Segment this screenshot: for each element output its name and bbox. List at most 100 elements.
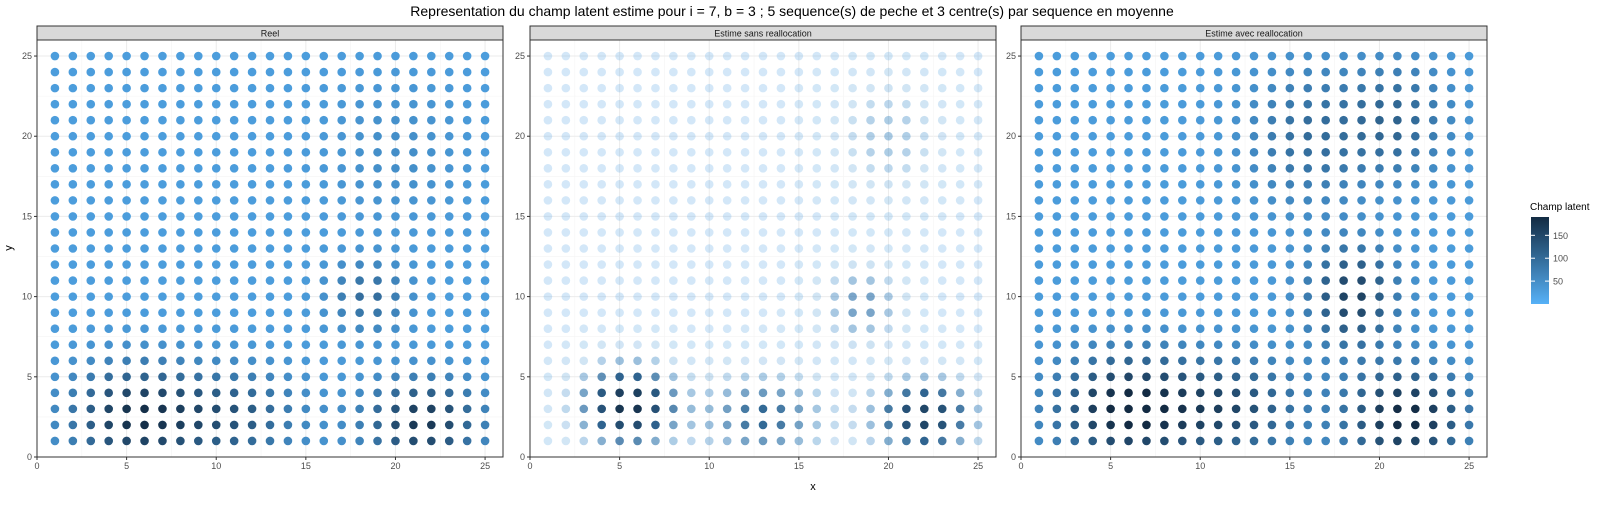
data-point bbox=[1357, 228, 1366, 237]
data-point bbox=[955, 51, 965, 61]
data-point bbox=[651, 83, 660, 93]
data-point bbox=[651, 99, 660, 109]
data-point bbox=[579, 244, 589, 253]
data-point bbox=[480, 356, 490, 366]
data-point bbox=[283, 67, 293, 77]
data-point bbox=[884, 51, 893, 61]
data-point bbox=[1393, 356, 1402, 366]
data-point bbox=[848, 436, 857, 446]
data-point bbox=[176, 115, 185, 125]
data-point bbox=[1446, 244, 1456, 253]
data-point bbox=[462, 83, 472, 93]
data-point bbox=[1375, 340, 1384, 350]
data-point bbox=[176, 83, 185, 93]
data-point bbox=[1195, 388, 1205, 398]
data-point bbox=[337, 372, 346, 382]
data-point bbox=[830, 292, 839, 301]
data-point bbox=[337, 388, 346, 398]
data-point bbox=[229, 388, 239, 398]
data-point bbox=[480, 83, 490, 93]
data-point bbox=[373, 260, 382, 269]
data-point bbox=[1249, 388, 1259, 398]
data-point bbox=[579, 99, 589, 109]
data-point bbox=[866, 244, 875, 253]
data-point bbox=[211, 228, 221, 237]
data-point bbox=[355, 404, 364, 414]
data-point bbox=[884, 260, 893, 269]
data-point bbox=[1213, 324, 1223, 333]
data-point bbox=[1464, 212, 1474, 221]
x-tick-label: 0 bbox=[34, 461, 39, 471]
data-point bbox=[722, 115, 732, 125]
data-point bbox=[409, 308, 418, 317]
data-point bbox=[1160, 260, 1169, 269]
data-point bbox=[1195, 244, 1205, 253]
data-point bbox=[355, 324, 364, 333]
data-point bbox=[176, 244, 185, 253]
data-point bbox=[597, 164, 606, 173]
data-point bbox=[1213, 67, 1223, 77]
data-point bbox=[373, 324, 382, 333]
data-point bbox=[812, 244, 822, 253]
data-point bbox=[1393, 404, 1402, 414]
data-point bbox=[50, 436, 60, 446]
data-point bbox=[740, 244, 750, 253]
data-point bbox=[597, 276, 606, 285]
data-point bbox=[1178, 147, 1187, 157]
data-point bbox=[480, 404, 490, 414]
data-point bbox=[669, 131, 678, 141]
data-point bbox=[427, 372, 436, 382]
data-point bbox=[158, 180, 167, 189]
data-point bbox=[740, 404, 750, 414]
data-point bbox=[1142, 420, 1151, 430]
points bbox=[50, 51, 490, 446]
data-point bbox=[669, 260, 678, 269]
data-point bbox=[1106, 228, 1115, 237]
data-point bbox=[704, 244, 714, 253]
data-point bbox=[283, 212, 293, 221]
data-point bbox=[355, 212, 364, 221]
data-point bbox=[1231, 67, 1241, 77]
data-point bbox=[1195, 308, 1205, 317]
data-point bbox=[1106, 212, 1115, 221]
data-point bbox=[920, 356, 929, 366]
data-point bbox=[1249, 292, 1259, 301]
data-point bbox=[319, 340, 329, 350]
data-point bbox=[1375, 356, 1384, 366]
data-point bbox=[1411, 180, 1420, 189]
data-point bbox=[1321, 404, 1330, 414]
data-point bbox=[794, 420, 804, 430]
data-point bbox=[283, 356, 293, 366]
data-point bbox=[776, 99, 786, 109]
data-point bbox=[1393, 164, 1402, 173]
data-point bbox=[283, 99, 293, 109]
data-point bbox=[68, 51, 78, 61]
data-point bbox=[920, 372, 929, 382]
data-point bbox=[68, 404, 78, 414]
data-point bbox=[194, 67, 203, 77]
data-point bbox=[211, 147, 221, 157]
data-point bbox=[1034, 196, 1044, 205]
data-point bbox=[902, 131, 911, 141]
data-point bbox=[1106, 308, 1115, 317]
data-point bbox=[1213, 83, 1223, 93]
data-point bbox=[687, 196, 696, 205]
data-point bbox=[902, 164, 911, 173]
data-point bbox=[884, 212, 893, 221]
data-point bbox=[211, 420, 221, 430]
data-point bbox=[462, 436, 472, 446]
data-point bbox=[884, 420, 893, 430]
data-point bbox=[211, 404, 221, 414]
data-point bbox=[140, 147, 149, 157]
data-point bbox=[194, 115, 203, 125]
data-point bbox=[1393, 83, 1402, 93]
data-point bbox=[1446, 260, 1456, 269]
data-point bbox=[1321, 372, 1330, 382]
data-point bbox=[1178, 115, 1187, 125]
data-point bbox=[830, 196, 839, 205]
data-point bbox=[579, 115, 589, 125]
data-point bbox=[579, 164, 589, 173]
data-point bbox=[444, 324, 454, 333]
data-point bbox=[1357, 131, 1366, 141]
